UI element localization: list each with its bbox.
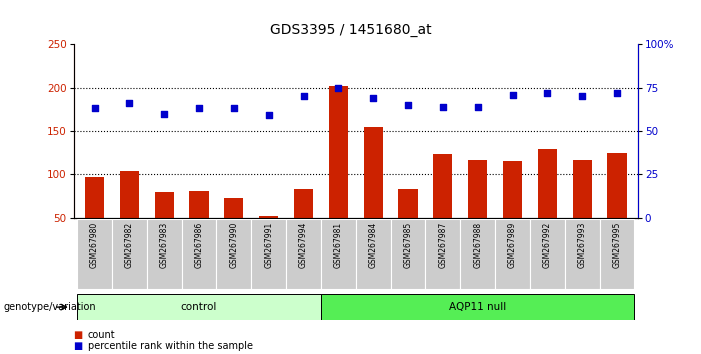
Bar bbox=[329, 86, 348, 261]
Point bbox=[576, 93, 587, 99]
Bar bbox=[321, 294, 634, 320]
Bar bbox=[538, 149, 557, 261]
Bar bbox=[77, 294, 321, 320]
Point bbox=[298, 93, 309, 99]
Bar bbox=[224, 198, 243, 261]
Text: GSM267981: GSM267981 bbox=[334, 222, 343, 268]
Text: GSM267989: GSM267989 bbox=[508, 222, 517, 268]
Bar bbox=[294, 189, 313, 261]
Text: count: count bbox=[88, 330, 115, 339]
Bar bbox=[398, 189, 418, 261]
Text: GSM267991: GSM267991 bbox=[264, 222, 273, 268]
Text: GSM267987: GSM267987 bbox=[438, 222, 447, 268]
Point bbox=[367, 95, 379, 101]
Text: GSM267983: GSM267983 bbox=[160, 222, 169, 268]
Text: GSM267994: GSM267994 bbox=[299, 222, 308, 268]
Text: genotype/variation: genotype/variation bbox=[4, 302, 96, 312]
Bar bbox=[147, 219, 182, 289]
Bar bbox=[321, 219, 355, 289]
Bar bbox=[530, 219, 565, 289]
Point bbox=[124, 101, 135, 106]
Point bbox=[333, 85, 344, 91]
Text: GSM267985: GSM267985 bbox=[404, 222, 412, 268]
Bar bbox=[85, 177, 104, 261]
Bar bbox=[259, 216, 278, 261]
Bar bbox=[120, 171, 139, 261]
Text: ■: ■ bbox=[74, 330, 83, 339]
Point bbox=[507, 92, 518, 97]
Bar bbox=[433, 154, 452, 261]
Bar bbox=[599, 219, 634, 289]
Bar bbox=[426, 219, 461, 289]
Bar bbox=[112, 219, 147, 289]
Bar bbox=[155, 192, 174, 261]
Point bbox=[158, 111, 170, 116]
Text: AQP11 null: AQP11 null bbox=[449, 302, 506, 312]
Bar bbox=[565, 219, 599, 289]
Text: GSM267990: GSM267990 bbox=[229, 222, 238, 268]
Bar bbox=[189, 191, 209, 261]
Bar bbox=[364, 127, 383, 261]
Text: GSM267982: GSM267982 bbox=[125, 222, 134, 268]
Bar bbox=[355, 219, 390, 289]
Bar bbox=[390, 219, 426, 289]
Point bbox=[402, 102, 414, 108]
Bar bbox=[573, 160, 592, 261]
Text: GSM267995: GSM267995 bbox=[613, 222, 622, 268]
Point bbox=[263, 113, 274, 118]
Text: percentile rank within the sample: percentile rank within the sample bbox=[88, 341, 252, 351]
Text: GSM267980: GSM267980 bbox=[90, 222, 99, 268]
Text: GSM267984: GSM267984 bbox=[369, 222, 378, 268]
Point bbox=[611, 90, 622, 96]
Bar bbox=[182, 219, 217, 289]
Point bbox=[193, 105, 205, 111]
Point bbox=[89, 105, 100, 111]
Bar bbox=[608, 153, 627, 261]
Text: ■: ■ bbox=[74, 341, 83, 351]
Text: GSM267993: GSM267993 bbox=[578, 222, 587, 268]
Text: GSM267992: GSM267992 bbox=[543, 222, 552, 268]
Point bbox=[437, 104, 449, 109]
Point bbox=[229, 105, 240, 111]
Text: GDS3395 / 1451680_at: GDS3395 / 1451680_at bbox=[270, 23, 431, 37]
Bar bbox=[461, 219, 495, 289]
Text: GSM267986: GSM267986 bbox=[194, 222, 203, 268]
Text: GSM267988: GSM267988 bbox=[473, 222, 482, 268]
Bar bbox=[286, 219, 321, 289]
Bar bbox=[251, 219, 286, 289]
Bar bbox=[217, 219, 251, 289]
Text: control: control bbox=[181, 302, 217, 312]
Bar bbox=[495, 219, 530, 289]
Bar bbox=[77, 219, 112, 289]
Point bbox=[542, 90, 553, 96]
Bar bbox=[503, 161, 522, 261]
Point bbox=[472, 104, 483, 109]
Bar bbox=[468, 160, 487, 261]
